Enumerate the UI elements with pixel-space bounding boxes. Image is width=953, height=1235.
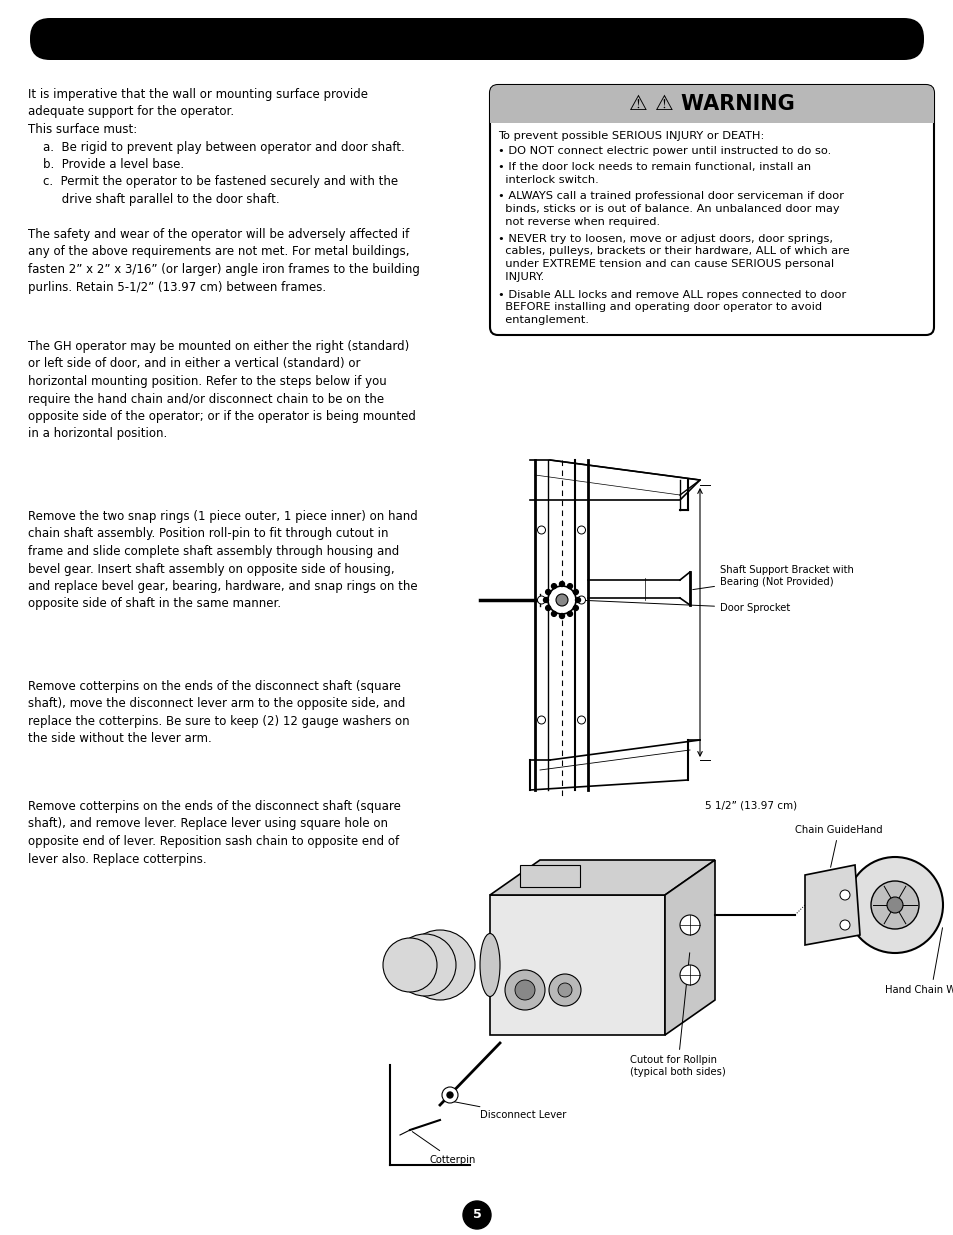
Text: Disconnect Lever: Disconnect Lever xyxy=(447,1100,566,1120)
Circle shape xyxy=(577,526,585,534)
Text: • DO NOT connect electric power until instructed to do so.: • DO NOT connect electric power until in… xyxy=(497,147,830,157)
Text: • NEVER try to loosen, move or adjust doors, door springs,
  cables, pulleys, br: • NEVER try to loosen, move or adjust do… xyxy=(497,233,849,282)
Polygon shape xyxy=(664,860,714,1035)
Circle shape xyxy=(556,594,567,606)
Circle shape xyxy=(543,598,548,603)
Circle shape xyxy=(551,611,556,616)
Text: • Disable ALL locks and remove ALL ropes connected to door
  BEFORE installing a: • Disable ALL locks and remove ALL ropes… xyxy=(497,289,845,325)
Text: Cutout for Rollpin
(typical both sides): Cutout for Rollpin (typical both sides) xyxy=(629,952,725,1077)
Text: The safety and wear of the operator will be adversely affected if
any of the abo: The safety and wear of the operator will… xyxy=(28,228,419,294)
Circle shape xyxy=(462,1200,491,1229)
Text: It is imperative that the wall or mounting surface provide
adequate support for : It is imperative that the wall or mounti… xyxy=(28,88,404,206)
Circle shape xyxy=(537,526,545,534)
Text: • ALWAYS call a trained professional door serviceman if door
  binds, sticks or : • ALWAYS call a trained professional doo… xyxy=(497,191,843,226)
Circle shape xyxy=(551,584,556,589)
Circle shape xyxy=(537,716,545,724)
Text: Remove the two snap rings (1 piece outer, 1 piece inner) on hand
chain shaft ass: Remove the two snap rings (1 piece outer… xyxy=(28,510,417,610)
Circle shape xyxy=(394,934,456,995)
Text: 5: 5 xyxy=(472,1209,481,1221)
Circle shape xyxy=(573,589,578,594)
Bar xyxy=(490,895,664,1035)
FancyBboxPatch shape xyxy=(490,85,933,335)
Circle shape xyxy=(567,611,572,616)
Circle shape xyxy=(573,605,578,610)
Circle shape xyxy=(545,589,550,594)
Circle shape xyxy=(558,614,564,619)
Circle shape xyxy=(548,974,580,1007)
Text: Shaft Support Bracket with
Bearing (Not Provided): Shaft Support Bracket with Bearing (Not … xyxy=(692,564,853,589)
FancyBboxPatch shape xyxy=(490,85,933,124)
Circle shape xyxy=(575,598,579,603)
Circle shape xyxy=(504,969,544,1010)
Text: The GH operator may be mounted on either the right (standard)
or left side of do: The GH operator may be mounted on either… xyxy=(28,340,416,441)
Text: Chain GuideHand: Chain GuideHand xyxy=(794,825,882,867)
Circle shape xyxy=(515,981,535,1000)
Text: Remove cotterpins on the ends of the disconnect shaft (square
shaft), move the d: Remove cotterpins on the ends of the dis… xyxy=(28,680,409,746)
Bar xyxy=(519,864,579,887)
Bar xyxy=(490,104,933,124)
Circle shape xyxy=(558,983,572,997)
Circle shape xyxy=(545,605,550,610)
Circle shape xyxy=(846,857,942,953)
Ellipse shape xyxy=(479,934,499,997)
Circle shape xyxy=(567,584,572,589)
Circle shape xyxy=(447,1092,453,1098)
Circle shape xyxy=(547,585,576,614)
Circle shape xyxy=(679,915,700,935)
Text: Door Sprocket: Door Sprocket xyxy=(578,600,789,613)
Circle shape xyxy=(441,1087,457,1103)
Text: 5 1/2” (13.97 cm): 5 1/2” (13.97 cm) xyxy=(704,800,797,810)
Circle shape xyxy=(840,890,849,900)
Circle shape xyxy=(840,920,849,930)
Circle shape xyxy=(577,597,585,604)
Circle shape xyxy=(405,930,475,1000)
FancyBboxPatch shape xyxy=(30,19,923,61)
Circle shape xyxy=(870,881,918,929)
Circle shape xyxy=(537,597,545,604)
Text: ⚠ ⚠ WARNING: ⚠ ⚠ WARNING xyxy=(628,94,794,114)
Circle shape xyxy=(558,582,564,587)
Text: Hand Chain Wheel: Hand Chain Wheel xyxy=(884,927,953,995)
Text: To prevent possible SERIOUS INJURY or DEATH:: To prevent possible SERIOUS INJURY or DE… xyxy=(497,131,763,141)
Polygon shape xyxy=(804,864,859,945)
Circle shape xyxy=(577,716,585,724)
Text: • If the door lock needs to remain functional, install an
  interlock switch.: • If the door lock needs to remain funct… xyxy=(497,162,810,185)
Circle shape xyxy=(382,939,436,992)
Circle shape xyxy=(886,897,902,913)
Circle shape xyxy=(679,965,700,986)
Text: Remove cotterpins on the ends of the disconnect shaft (square
shaft), and remove: Remove cotterpins on the ends of the dis… xyxy=(28,800,400,866)
Text: Cotterpin: Cotterpin xyxy=(412,1131,476,1165)
Polygon shape xyxy=(490,860,714,895)
